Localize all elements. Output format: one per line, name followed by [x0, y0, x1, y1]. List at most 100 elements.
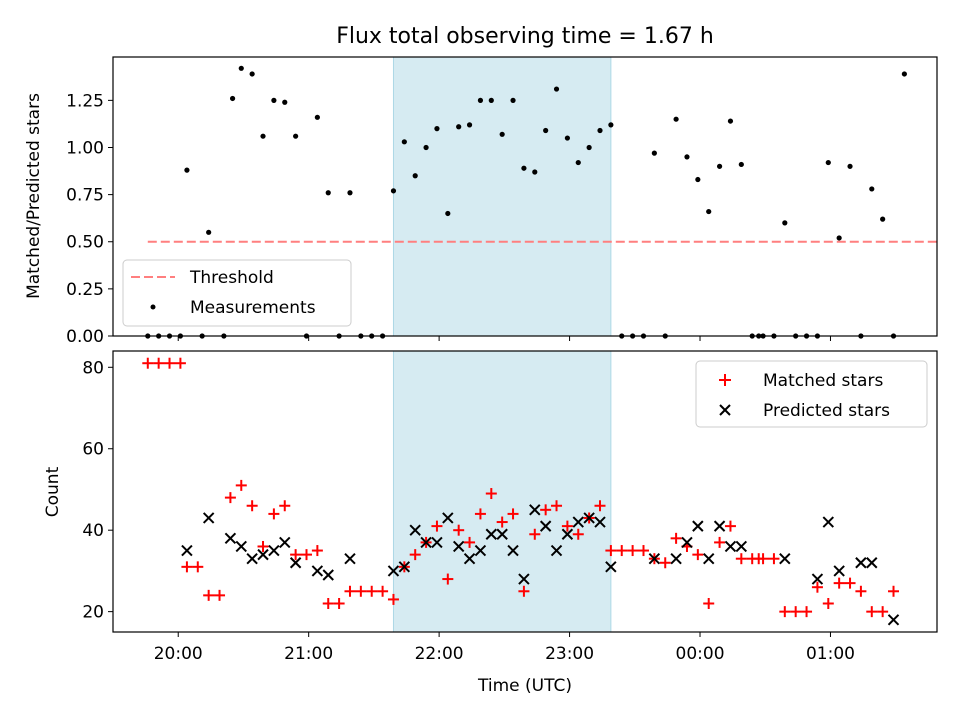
measurement-point: [466, 122, 473, 128]
predicted-point: [202, 512, 215, 524]
matched-point: [594, 500, 606, 512]
predicted-point: [344, 552, 356, 565]
matched-point: [246, 500, 258, 512]
matched-point: [496, 516, 508, 528]
predicted-point: [713, 520, 726, 532]
measurement-point: [695, 176, 701, 183]
matched-point: [214, 589, 226, 601]
matched-point: [279, 500, 291, 512]
predicted-point: [257, 548, 269, 561]
predicted-point: [887, 614, 900, 626]
matched-point: [518, 585, 530, 597]
measurement-point: [347, 190, 353, 196]
measurement-point: [456, 124, 462, 130]
x-tick-label: 23:00: [545, 644, 594, 664]
top-y-axis: 0.00 0.25 0.50 0.75 1.00 1.25: [66, 91, 113, 347]
y-tick-label: 0.25: [66, 280, 104, 300]
matched-point: [724, 520, 736, 532]
predicted-point: [692, 520, 704, 532]
y-tick-label: 0.00: [66, 327, 104, 347]
matched-point: [627, 545, 639, 557]
measurement-point: [575, 159, 581, 166]
y-tick-label: 1.00: [66, 138, 104, 158]
matched-point: [637, 545, 649, 557]
top-panel: 0.00 0.25 0.50 0.75 1.00 1.25 Matched/Predict…: [24, 56, 940, 347]
measurement-point: [314, 114, 320, 120]
matched-point: [142, 357, 154, 369]
measurement-point: [880, 216, 886, 222]
legend-matched-label: Matched stars: [763, 371, 883, 391]
measurement-point: [445, 210, 451, 217]
y-tick-label: 40: [82, 521, 104, 541]
legend-predicted-swatch: [719, 404, 731, 416]
matched-point: [300, 549, 312, 561]
measurement-point: [847, 163, 853, 169]
predicted-point: [735, 540, 748, 553]
legend-matched-swatch: [719, 374, 731, 386]
measurement-point: [869, 186, 875, 192]
matched-point: [561, 520, 573, 532]
measurement-point: [229, 95, 236, 102]
y-tick-label: 1.25: [66, 91, 104, 111]
legend-measurements-swatch: [150, 304, 156, 310]
bottom-y-axis: 20 40 60 80: [82, 358, 113, 623]
matched-point: [257, 540, 269, 552]
measurement-point: [597, 127, 603, 134]
predicted-point: [539, 520, 552, 532]
y-tick-label: 60: [82, 440, 104, 460]
measurement-point: [423, 144, 429, 151]
matched-point: [616, 545, 628, 557]
predicted-point: [811, 573, 824, 585]
measurement-point: [836, 235, 842, 241]
predicted-stars-series: [181, 504, 900, 626]
matched-point: [877, 606, 889, 618]
matched-point: [153, 357, 165, 369]
predicted-point: [224, 532, 237, 545]
predicted-point: [442, 512, 454, 524]
y-tick-label: 0.50: [66, 233, 104, 253]
matched-point: [431, 520, 443, 532]
predicted-point: [648, 552, 661, 565]
measurement-point: [553, 86, 560, 92]
y-tick-label: 80: [82, 358, 104, 378]
measurement-point: [206, 229, 212, 235]
matched-point: [888, 585, 900, 597]
predicted-point: [583, 512, 595, 524]
top-y-axis-label: Matched/Predicted stars: [24, 93, 44, 299]
predicted-point: [181, 544, 193, 557]
matched-point: [670, 532, 682, 544]
matched-point: [757, 553, 769, 565]
measurement-point: [543, 127, 549, 134]
top-axes-frame: [112, 56, 938, 337]
matched-point: [735, 553, 747, 565]
predicted-point: [420, 536, 432, 549]
matched-point: [311, 545, 323, 557]
measurement-point: [782, 220, 788, 226]
predicted-point: [822, 516, 834, 528]
predicted-point: [268, 544, 280, 557]
bottom-x-axis: 20:00 21:00 22:00 23:00 00:00 01:00: [154, 632, 855, 664]
measurement-point: [434, 126, 440, 132]
predicted-point: [561, 528, 574, 540]
matched-point: [409, 549, 421, 561]
legend-predicted-label: Predicted stars: [763, 401, 890, 421]
predicted-point: [279, 536, 291, 549]
matched-point: [572, 528, 584, 540]
matched-point: [181, 561, 193, 573]
measurement-point: [477, 97, 484, 103]
predicted-point: [507, 544, 519, 557]
x-tick-label: 01:00: [806, 644, 855, 664]
matched-point: [366, 585, 378, 597]
measurement-point: [184, 167, 190, 173]
matched-point: [844, 577, 856, 589]
measurement-point: [825, 159, 831, 166]
measurement-point: [651, 150, 657, 156]
matched-point: [164, 357, 176, 369]
measurement-point: [238, 65, 244, 71]
measurement-point: [293, 133, 299, 139]
matched-point: [355, 585, 367, 597]
matched-point: [855, 585, 867, 597]
measurement-point: [727, 118, 734, 124]
